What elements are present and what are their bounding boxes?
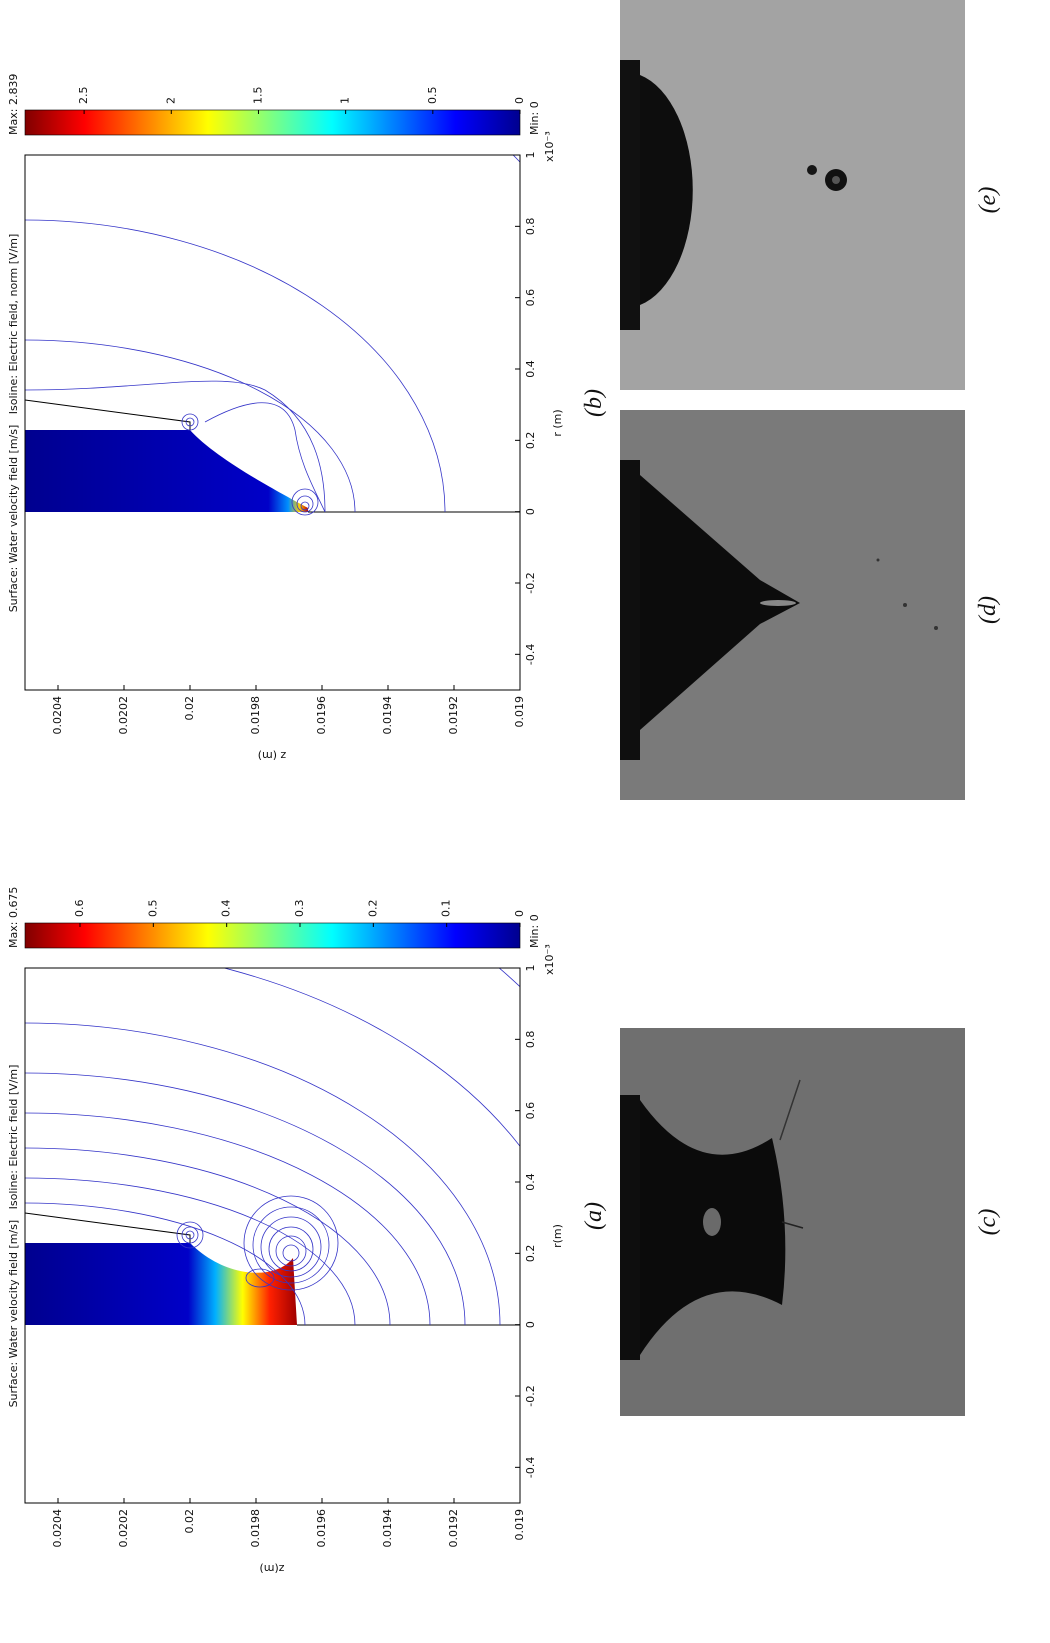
x-tick-label: 0.6 (524, 1102, 537, 1120)
panel-label: (a) (581, 1202, 607, 1230)
colorbar-tick-label: 0.4 (220, 900, 233, 918)
colorbar-min: Min: 0 (528, 101, 541, 135)
y-tick-label: 0.0204 (51, 1509, 64, 1548)
colorbar-max: Max: 2.839 (7, 74, 20, 135)
photo-e (620, 0, 965, 390)
colorbar (24, 109, 521, 136)
colorbar-max: Max: 0.675 (7, 887, 20, 948)
x-tick-label: 0.2 (524, 432, 537, 450)
y-tick-label: 0.0192 (447, 1509, 460, 1548)
y-tick-label: 0.02 (183, 1509, 196, 1534)
y-tick-label: 0.019 (513, 1509, 526, 1541)
x-tick-label: -0.4 (524, 644, 537, 665)
panel-label: (e) (975, 187, 1001, 214)
x-tick-label: 0 (524, 508, 537, 515)
x-tick-label: 1 (524, 152, 537, 159)
colorbar-tick-label: 0.2 (366, 900, 379, 918)
colorbar-tick-label: 0.5 (426, 87, 439, 105)
y-tick-label: 0.0192 (447, 696, 460, 735)
nozzle (620, 460, 640, 760)
x-tick-label: 0.4 (524, 360, 537, 378)
field-drawing (25, 155, 520, 516)
colorbar-tick-label: 0 (513, 910, 526, 917)
x-tick-label: 0.8 (524, 218, 537, 236)
x-multiplier: x10⁻³ (543, 131, 556, 162)
y-tick-label: 0.019 (513, 696, 526, 728)
field-drawing (25, 968, 520, 1326)
x-axis-label: r (m) (551, 409, 564, 436)
plot-frame (24, 967, 521, 1504)
x-tick-label: -0.4 (524, 1457, 537, 1478)
x-tick-label: -0.2 (524, 1385, 537, 1406)
y-axis-label: z (m) (258, 749, 287, 762)
y-tick-label: 0.0198 (249, 696, 262, 735)
x-tick-label: 0.2 (524, 1245, 537, 1263)
colorbar-tick-label: 1 (339, 97, 352, 104)
photo-c (620, 1028, 965, 1416)
y-tick-label: 0.0202 (117, 1509, 130, 1548)
colorbar-tick-label: 0.1 (440, 900, 453, 918)
x-axis-label: r(m) (551, 1224, 564, 1248)
droplet-highlight (832, 176, 840, 184)
x-tick-label: 0.6 (524, 289, 537, 307)
y-tick-label: 0.0202 (117, 696, 130, 735)
y-tick-label: 0.0196 (315, 696, 328, 735)
panel-label: (d) (975, 596, 1001, 624)
x-multiplier: x10⁻³ (543, 944, 556, 975)
drop-highlight (703, 1208, 721, 1236)
plot-b: Surface: Water velocity field [m/s] Isol… (7, 74, 607, 762)
plot-a: Surface: Water velocity field [m/s] Isol… (7, 887, 607, 1575)
y-tick-label: 0.0204 (51, 696, 64, 735)
cone-highlight (760, 600, 796, 606)
x-tick-label: -0.2 (524, 572, 537, 593)
plot-frame (24, 154, 521, 691)
colorbar-tick-label: 0 (513, 97, 526, 104)
colorbar-tick-label: 2 (164, 97, 177, 104)
y-axis-label: z(m) (259, 1562, 284, 1575)
y-tick-label: 0.0196 (315, 1509, 328, 1548)
nozzle-wall (25, 1212, 191, 1243)
isolines (25, 155, 520, 516)
x-tick-label: 0 (524, 1321, 537, 1328)
y-tick-label: 0.0194 (381, 696, 394, 735)
nozzle (620, 1095, 640, 1360)
colorbar-tick-label: 2.5 (77, 87, 90, 105)
plot-title: Surface: Water velocity field [m/s] Isol… (7, 1065, 20, 1408)
x-tick-label: 0.4 (524, 1173, 537, 1191)
panel-label: (c) (975, 1209, 1001, 1236)
isolines (25, 968, 520, 1326)
panel-label: (b) (581, 389, 607, 417)
nozzle (620, 60, 640, 330)
taylor-cone (640, 475, 800, 730)
colorbar-tick-label: 1.5 (251, 87, 264, 105)
colorbar-tick-label: 0.5 (146, 900, 159, 918)
x-tick-label: 0.8 (524, 1031, 537, 1049)
colorbar (24, 922, 521, 949)
velocity-surface (25, 1243, 297, 1325)
droplet (807, 165, 817, 175)
droplet-dome (640, 75, 693, 305)
x-tick-label: 1 (524, 965, 537, 972)
plot-title: Surface: Water velocity field [m/s] Isol… (7, 234, 20, 613)
y-tick-label: 0.02 (183, 696, 196, 721)
colorbar-min: Min: 0 (528, 914, 541, 948)
y-tick-label: 0.0194 (381, 1509, 394, 1548)
colorbar-tick-label: 0.3 (293, 900, 306, 918)
velocity-surface (25, 430, 308, 512)
photo-d (620, 410, 965, 800)
nozzle-wall (25, 399, 191, 430)
colorbar-tick-label: 0.6 (73, 900, 86, 918)
y-tick-label: 0.0198 (249, 1509, 262, 1548)
